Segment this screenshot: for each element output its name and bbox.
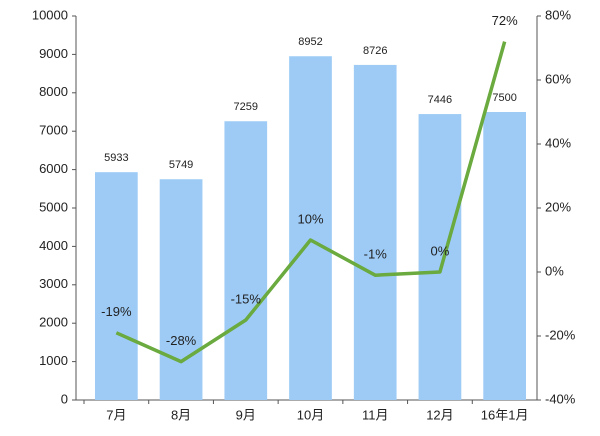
y-tick-label: 2000 <box>39 315 68 330</box>
bar-value-label: 7259 <box>234 101 258 113</box>
y-tick-label: 0 <box>61 391 68 406</box>
bar <box>418 114 462 400</box>
x-tick-label: 16年1月 <box>481 407 529 422</box>
x-tick-label: 12月 <box>426 407 453 422</box>
line-value-label: 72% <box>492 13 518 28</box>
bar-value-label: 5749 <box>169 159 193 171</box>
y2-tick-label: 40% <box>545 135 571 150</box>
line-value-label: -15% <box>231 291 262 306</box>
y-tick-label: 10000 <box>32 7 68 22</box>
line-value-label: 0% <box>431 243 450 258</box>
y-tick-label: 3000 <box>39 276 68 291</box>
x-tick-label: 7月 <box>106 407 126 422</box>
bar <box>289 56 332 401</box>
x-tick-label: 9月 <box>236 407 256 422</box>
bar <box>353 64 397 400</box>
line-value-label: -28% <box>166 333 197 348</box>
bar-value-label: 7500 <box>492 92 516 104</box>
bar <box>95 172 138 400</box>
y2-tick-label: 20% <box>545 199 571 214</box>
x-tick-label: 8月 <box>171 407 191 422</box>
bar-value-label: 7446 <box>428 94 452 106</box>
y-tick-label: 7000 <box>39 123 68 138</box>
y2-tick-label: 60% <box>545 71 571 86</box>
bar <box>224 121 268 401</box>
y2-tick-label: 0% <box>545 263 564 278</box>
bar-value-label: 8726 <box>363 45 387 57</box>
line <box>115 41 507 364</box>
line-value-label: -19% <box>101 304 132 319</box>
bar <box>483 112 526 400</box>
line-value-label: 10% <box>297 211 323 226</box>
y2-tick-label: -40% <box>545 391 576 406</box>
y2-tick-label: 80% <box>545 7 571 22</box>
y2-tick-label: -20% <box>545 327 576 342</box>
y-tick-label: 5000 <box>39 199 68 214</box>
y-tick-label: 8000 <box>39 84 68 99</box>
x-tick-label: 10月 <box>297 407 324 422</box>
x-tick-label: 11月 <box>362 407 389 422</box>
y-tick-label: 6000 <box>39 161 68 176</box>
bar <box>159 179 203 400</box>
bar-value-label: 5933 <box>104 152 128 164</box>
y-tick-label: 1000 <box>39 353 68 368</box>
bar-value-label: 8952 <box>298 36 322 48</box>
y-tick-label: 9000 <box>39 46 68 61</box>
y-tick-label: 4000 <box>39 238 68 253</box>
line-value-label: -1% <box>364 247 388 262</box>
